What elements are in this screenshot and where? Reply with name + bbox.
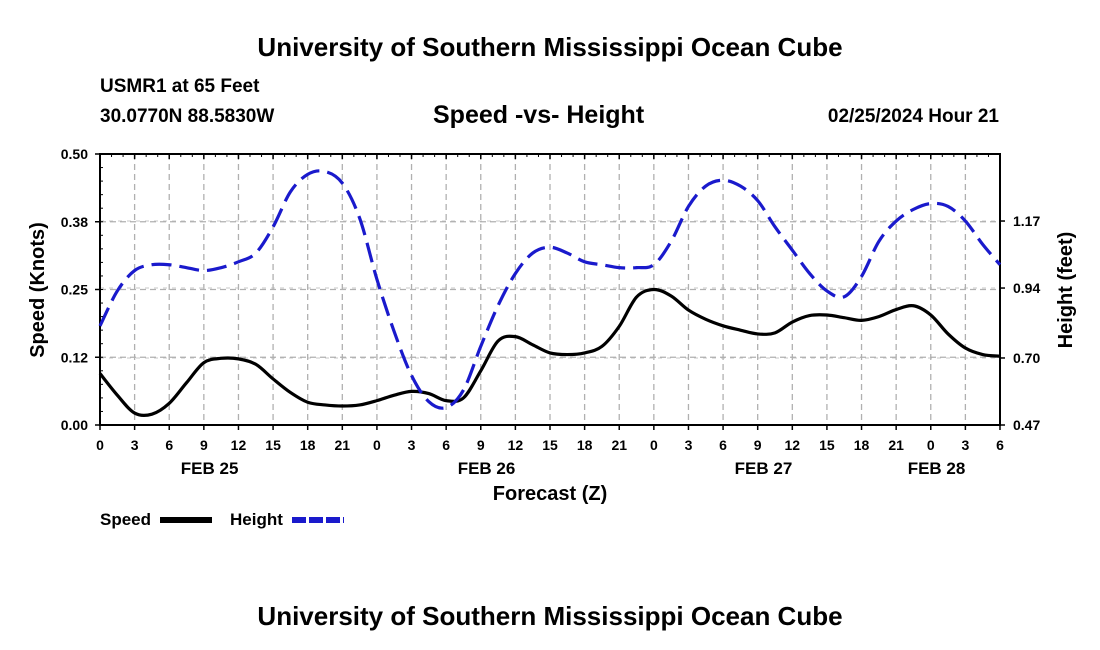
x-tick-label: 6	[165, 437, 173, 453]
datetime-label: 02/25/2024 Hour 21	[827, 106, 999, 127]
y2-axis-label: Height (feet)	[1055, 232, 1077, 349]
y2-tick-label: 0.70	[1013, 350, 1040, 366]
legend: Speed Height	[100, 510, 344, 529]
x-tick-label: 9	[477, 437, 485, 453]
x-tick-label: 21	[888, 437, 904, 453]
series-line-speed	[98, 287, 1001, 418]
x-tick-label: 18	[577, 437, 593, 453]
y-tick-label: 0.25	[61, 282, 88, 298]
legend-label-speed: Speed	[100, 510, 151, 529]
y-tick-label: 0.50	[61, 146, 88, 162]
y-tick-label: 0.12	[61, 349, 88, 365]
x-tick-label: 12	[231, 437, 247, 453]
grid-lines	[100, 154, 1000, 426]
coordinates-label: 30.0770N 88.5830W	[100, 106, 275, 127]
y-tick-label: 0.38	[61, 214, 88, 230]
date-label: FEB 27	[735, 459, 793, 478]
x-tick-label: 18	[300, 437, 316, 453]
x-tick-label: 9	[200, 437, 208, 453]
y2-tick-label: 1.17	[1013, 213, 1040, 229]
date-label: FEB 26	[458, 459, 516, 478]
x-tick-label: 6	[719, 437, 727, 453]
date-label: FEB 25	[181, 459, 239, 478]
date-label: FEB 28	[908, 459, 966, 478]
x-tick-label: 3	[961, 437, 969, 453]
y-tick-label: 0.00	[61, 417, 88, 433]
chart-area: 0 3 6 9 12 15 18 21 0 3 6 9 12 15 18 21 0 3 6 9 12 15 18 21 0 3 60…	[27, 146, 1077, 529]
series-layer	[98, 169, 1002, 418]
x-tick-label: 3	[131, 437, 139, 453]
x-tick-label: 0	[650, 437, 658, 453]
x-tick-label: 0	[96, 437, 104, 453]
x-tick-label: 6	[442, 437, 450, 453]
x-tick-label: 3	[685, 437, 693, 453]
x-axis-label: Forecast (Z)	[493, 483, 607, 505]
x-tick-label: 0	[927, 437, 935, 453]
footer-title: University of Southern Mississippi Ocean…	[257, 601, 843, 631]
y-axis-label: Speed (Knots)	[27, 222, 49, 358]
x-tick-label: 12	[785, 437, 801, 453]
x-tick-label: 15	[819, 437, 835, 453]
legend-label-height: Height	[230, 510, 283, 529]
x-tick-label: 0	[373, 437, 381, 453]
x-tick-label: 9	[754, 437, 762, 453]
chart-title: University of Southern Mississippi Ocean…	[257, 32, 843, 62]
tick-layer: 0 3 6 9 12 15 18 21 0 3 6 9 12 15 18 21 0 3 6 9 12 15 18 21 0 3 60…	[61, 146, 1041, 478]
y2-tick-label: 0.47	[1013, 417, 1040, 433]
x-tick-label: 12	[508, 437, 524, 453]
x-tick-label: 15	[265, 437, 281, 453]
x-tick-label: 21	[611, 437, 627, 453]
series-line-height	[98, 169, 1002, 410]
chart-subtitle: Speed -vs- Height	[433, 101, 645, 129]
y2-tick-label: 0.94	[1013, 280, 1040, 296]
x-tick-label: 15	[542, 437, 558, 453]
x-tick-label: 18	[854, 437, 870, 453]
x-tick-label: 3	[408, 437, 416, 453]
x-tick-label: 21	[335, 437, 351, 453]
x-tick-label: 6	[996, 437, 1004, 453]
station-label: USMR1 at 65 Feet	[100, 76, 260, 97]
